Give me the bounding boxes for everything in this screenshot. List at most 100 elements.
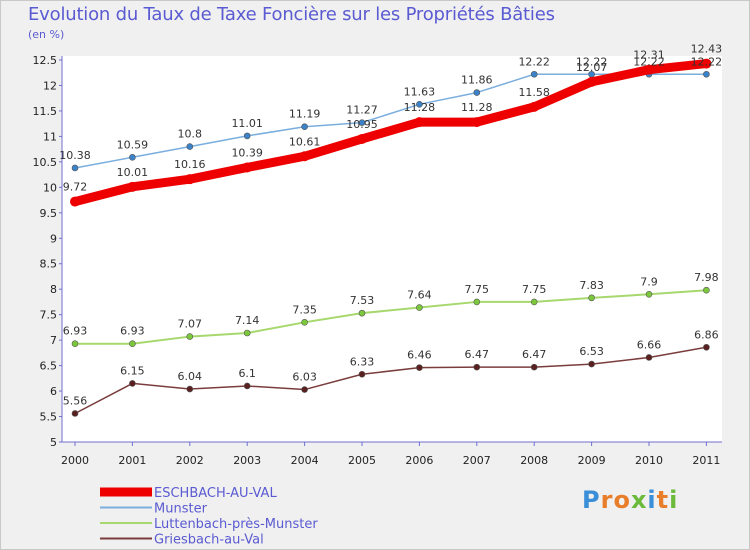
y-axis-unit: (en %) bbox=[28, 28, 65, 41]
data-label: 6.53 bbox=[579, 345, 604, 358]
y-tick-label: 10.5 bbox=[33, 156, 58, 169]
data-point bbox=[301, 123, 308, 131]
y-tick-label: 6 bbox=[50, 385, 57, 398]
data-label: 7.83 bbox=[579, 279, 604, 292]
data-point bbox=[703, 70, 710, 78]
data-label: 10.95 bbox=[346, 118, 378, 131]
data-label: 11.28 bbox=[461, 101, 493, 114]
data-label: 6.03 bbox=[292, 371, 317, 384]
data-label: 10.38 bbox=[59, 149, 91, 162]
data-label: 12.31 bbox=[633, 49, 665, 62]
y-tick-label: 5 bbox=[50, 436, 57, 449]
data-label: 6.47 bbox=[522, 348, 547, 361]
logo-letter: o bbox=[613, 486, 631, 514]
data-point bbox=[701, 58, 712, 69]
x-tick-label: 2002 bbox=[176, 454, 204, 467]
data-point bbox=[645, 354, 653, 361]
data-point bbox=[471, 117, 482, 128]
logo-letter: r bbox=[600, 486, 614, 514]
data-label: 6.86 bbox=[694, 328, 719, 341]
data-label: 7.64 bbox=[407, 289, 432, 302]
data-label: 10.16 bbox=[174, 158, 206, 171]
data-point bbox=[358, 309, 366, 317]
data-label: 10.01 bbox=[117, 166, 149, 179]
data-label: 6.66 bbox=[637, 338, 662, 351]
data-point bbox=[184, 174, 195, 185]
series-line bbox=[74, 346, 708, 415]
data-point bbox=[644, 64, 654, 75]
data-point bbox=[530, 298, 538, 306]
data-label: 7.14 bbox=[235, 314, 260, 327]
data-label: 7.53 bbox=[350, 294, 375, 307]
data-point bbox=[358, 119, 366, 126]
data-point bbox=[703, 286, 710, 294]
data-label: 11.63 bbox=[404, 85, 436, 98]
logo-letter: i bbox=[647, 486, 657, 514]
x-tick-label: 2006 bbox=[405, 454, 433, 467]
x-tick-label: 2010 bbox=[635, 454, 663, 467]
data-label: 11.19 bbox=[289, 108, 321, 121]
data-label: 12.22 bbox=[576, 55, 608, 68]
data-label: 6.15 bbox=[120, 364, 145, 377]
data-label: 11.28 bbox=[404, 101, 436, 114]
data-label: 6.1 bbox=[238, 367, 256, 380]
x-tick-label: 2009 bbox=[578, 454, 606, 467]
data-point bbox=[645, 290, 653, 298]
data-label: 10.61 bbox=[289, 135, 321, 148]
data-point bbox=[530, 70, 538, 78]
data-point bbox=[357, 133, 367, 144]
data-point bbox=[529, 101, 540, 112]
y-tick-label: 11 bbox=[43, 130, 57, 143]
chart-title: Evolution du Taux de Taxe Foncière sur l… bbox=[28, 4, 555, 25]
data-label: 6.33 bbox=[350, 355, 375, 368]
data-label: 7.35 bbox=[292, 303, 317, 316]
data-point bbox=[242, 162, 253, 173]
x-tick-label: 2004 bbox=[291, 454, 319, 467]
data-label: 12.22 bbox=[633, 55, 665, 68]
data-point bbox=[186, 333, 194, 340]
data-label: 11.86 bbox=[461, 74, 493, 87]
series-line bbox=[74, 289, 708, 345]
data-label: 6.46 bbox=[407, 349, 432, 362]
x-tick-label: 2008 bbox=[520, 454, 548, 467]
data-point bbox=[70, 196, 80, 207]
data-label: 10.39 bbox=[231, 146, 263, 159]
x-tick-label: 2003 bbox=[233, 454, 261, 467]
data-point bbox=[129, 380, 136, 387]
data-label: 6.47 bbox=[465, 348, 490, 361]
data-label: 10.59 bbox=[117, 138, 149, 151]
data-point bbox=[416, 364, 423, 371]
y-tick-label: 5.5 bbox=[40, 411, 58, 424]
y-tick-label: 6.5 bbox=[40, 360, 58, 373]
data-label: 12.22 bbox=[691, 55, 723, 68]
y-tick-label: 9 bbox=[50, 232, 57, 245]
data-label: 12.22 bbox=[518, 55, 550, 68]
series-line bbox=[70, 59, 711, 207]
proxiti-logo: Proxiti bbox=[582, 486, 678, 514]
data-point bbox=[127, 181, 138, 192]
data-point bbox=[129, 153, 136, 161]
y-tick-label: 8.5 bbox=[40, 258, 58, 271]
y-tick-label: 12.5 bbox=[33, 54, 58, 67]
logo-letter: i bbox=[669, 486, 679, 514]
data-label: 5.56 bbox=[63, 394, 88, 407]
data-point bbox=[588, 294, 595, 302]
x-tick-label: 2007 bbox=[463, 454, 491, 467]
data-point bbox=[473, 298, 481, 306]
data-point bbox=[416, 304, 423, 311]
legend-label: Griesbach-au-Val bbox=[154, 533, 264, 548]
data-point bbox=[301, 386, 308, 393]
legend-label: Luttenbach-près-Munster bbox=[154, 517, 318, 532]
data-label: 12.43 bbox=[691, 43, 723, 56]
data-point bbox=[186, 385, 194, 393]
plot-area bbox=[62, 56, 722, 442]
data-point bbox=[243, 329, 251, 337]
data-label: 12.07 bbox=[576, 61, 608, 74]
data-point bbox=[129, 340, 136, 347]
data-label: 7.98 bbox=[694, 271, 719, 284]
series-line bbox=[74, 73, 708, 169]
data-point bbox=[358, 370, 366, 378]
data-point bbox=[71, 164, 79, 172]
data-label: 6.04 bbox=[178, 370, 203, 383]
